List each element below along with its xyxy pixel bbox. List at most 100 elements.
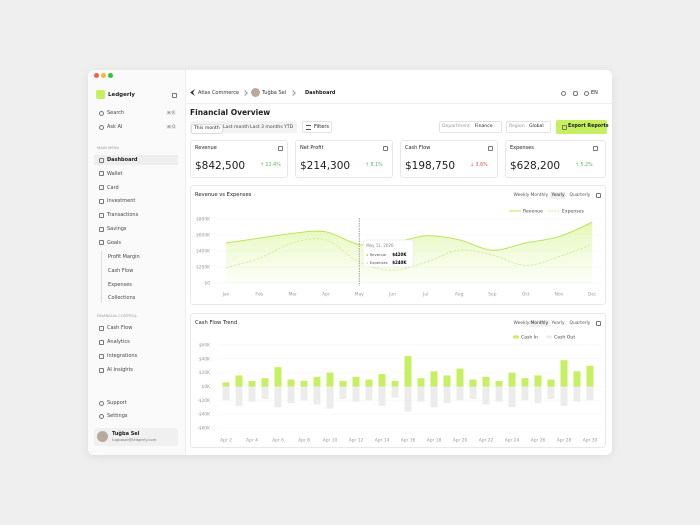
menu-item[interactable]: Goals	[107, 239, 121, 246]
x-tick-label: Apr 30	[583, 438, 598, 444]
sub-item[interactable]: Profit Margin	[108, 254, 140, 260]
kpi-value: $842,500	[195, 159, 246, 172]
line	[225, 238, 593, 271]
breadcrumb[interactable]: Dashboard	[305, 90, 336, 96]
menu-item[interactable]: Support	[107, 400, 127, 406]
legend-label: Expenses	[562, 209, 584, 215]
dept-select[interactable]	[439, 121, 502, 133]
icon	[596, 320, 601, 326]
kpi-label: Expenses	[510, 145, 534, 151]
range-tab[interactable]: Monthly	[529, 320, 550, 327]
user-card[interactable]	[94, 428, 178, 446]
breadcrumb[interactable]: Atlas Commerce	[198, 90, 240, 96]
x-tick-label: Aug	[455, 292, 464, 298]
bar	[313, 386, 321, 405]
bar	[300, 380, 308, 387]
bar	[339, 380, 347, 387]
icon	[99, 226, 104, 232]
icon	[99, 240, 104, 246]
region-select[interactable]	[506, 121, 551, 133]
close-dot[interactable]	[94, 73, 99, 78]
x-tick-label: Mar	[288, 292, 296, 298]
icon	[99, 413, 104, 419]
icon	[99, 367, 104, 373]
bar	[222, 386, 230, 401]
export-label: Export Reports	[568, 124, 609, 130]
menu-item[interactable]: Investment	[107, 198, 136, 205]
bar	[573, 371, 581, 387]
tooltip-value: $240K	[392, 260, 407, 265]
menu-item[interactable]: Search	[107, 110, 125, 116]
bar	[326, 386, 334, 409]
legend-label: Cash In	[521, 335, 538, 341]
range-tab[interactable]: Quarterly	[569, 192, 591, 198]
period-tab[interactable]: This month	[191, 124, 223, 134]
bar	[378, 386, 386, 406]
menu-item[interactable]: Integrations	[107, 353, 138, 359]
icon	[99, 198, 104, 204]
chart-title: Revenue vs Expenses	[195, 191, 252, 198]
range-tab[interactable]: Quarterly	[569, 320, 591, 326]
bar	[495, 380, 503, 387]
active-bg	[94, 155, 178, 165]
range-tab[interactable]: Yearly	[550, 192, 567, 199]
period-tab[interactable]: Last month	[223, 125, 249, 131]
filters-btn[interactable]	[302, 121, 332, 133]
sub-item[interactable]: Collections	[108, 295, 136, 302]
menu-item[interactable]: Cash Flow	[107, 325, 133, 331]
x-tick-label: Apr 12	[349, 438, 364, 444]
menu-item[interactable]: Savings	[107, 226, 127, 232]
range-tab[interactable]: Yearly	[551, 320, 565, 326]
x-tick-label: Apr 14	[375, 438, 390, 444]
bar	[313, 376, 321, 387]
range-tab[interactable]: Weekly	[513, 192, 530, 198]
icon	[593, 145, 598, 151]
select-label: Department	[442, 124, 470, 130]
breadcrumb[interactable]: Tuğba Sel	[262, 90, 287, 96]
menu-item[interactable]: Ask AI	[107, 124, 123, 130]
kpi-value: $198,750	[405, 159, 456, 172]
period-tab[interactable]: Last 3 months	[250, 125, 283, 131]
bar	[521, 378, 529, 387]
max-dot[interactable]	[108, 73, 113, 78]
menu-item[interactable]: Card	[107, 184, 119, 191]
period-tab[interactable]: YTD	[284, 125, 294, 131]
x-tick-label: Apr 4	[246, 438, 258, 444]
kpi-card	[505, 140, 606, 178]
bar	[235, 386, 243, 406]
legend-swatch	[513, 335, 519, 339]
bar	[222, 382, 230, 387]
menu-item[interactable]: Transactions	[107, 212, 139, 219]
menu-item[interactable]: AI Insights	[107, 367, 134, 373]
range-tab[interactable]: Monthly	[530, 192, 549, 198]
min-dot[interactable]	[101, 73, 106, 78]
kpi-label: Revenue	[195, 145, 217, 151]
x-tick-label: Jun	[388, 292, 396, 298]
y-tick-label: -$40K	[197, 412, 210, 418]
y-tick-label: $20K	[199, 370, 210, 376]
menu-item[interactable]: Wallet	[107, 170, 123, 177]
bar	[495, 386, 503, 402]
menu-item[interactable]: Analytics	[107, 339, 130, 345]
sub-item[interactable]: Expenses	[108, 281, 132, 288]
menu-item[interactable]: Dashboard	[107, 157, 138, 163]
page-title: Financial Overview	[190, 107, 271, 117]
icon	[172, 92, 177, 98]
export-btn[interactable]	[556, 120, 607, 134]
bar	[365, 386, 373, 401]
bar	[391, 386, 399, 398]
language[interactable]: EN	[591, 90, 598, 96]
sub-item[interactable]: Cash Flow	[108, 267, 134, 274]
range-tab[interactable]: Weekly	[513, 320, 530, 326]
tooltip-dot	[366, 262, 369, 264]
tooltip-name: Revenue	[370, 252, 387, 257]
filters: Filters	[314, 124, 329, 130]
kpi-change: ↑ 8.1%	[365, 163, 383, 169]
y-tick-label: -$60K	[197, 426, 210, 432]
menu-item[interactable]: Settings	[107, 413, 128, 419]
kpi-change: ↓ 3.6%	[470, 163, 488, 169]
icon	[488, 145, 493, 151]
bar	[430, 371, 438, 387]
icon	[573, 90, 578, 96]
